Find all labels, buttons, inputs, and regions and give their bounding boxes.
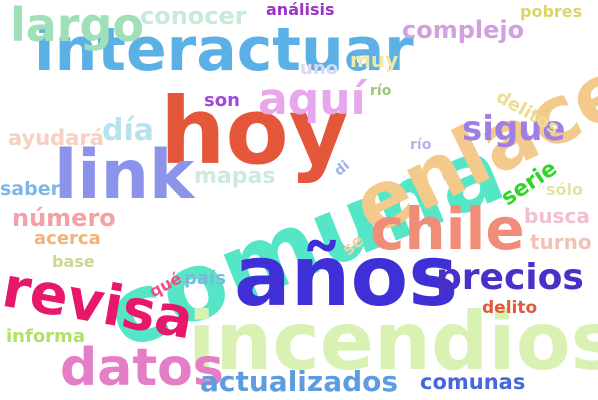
word-turno: turno <box>530 230 592 254</box>
word-busca: busca <box>524 204 590 228</box>
word-largo: largo <box>10 0 145 52</box>
word-anos: años <box>234 227 459 325</box>
word-aqui: aquí <box>258 74 366 125</box>
word-conocer: conocer <box>140 2 247 30</box>
word-comunas: comunas <box>420 370 526 394</box>
word-pais: país <box>184 268 226 289</box>
word-son: son <box>204 90 240 111</box>
word-link: link <box>54 136 195 215</box>
word-mapas: mapas <box>194 164 276 189</box>
word-uno: uno <box>300 58 338 79</box>
word-sigue: sigue <box>462 109 566 149</box>
word-rio: río <box>370 83 392 99</box>
word-saber: saber <box>0 178 60 200</box>
word-informa: informa <box>6 326 85 347</box>
word-incendios: incendios <box>188 295 598 388</box>
word-delito: delito <box>482 298 538 318</box>
word-precios: precios <box>436 257 584 298</box>
word-base: base <box>52 252 95 271</box>
word-interactuar: interactuar <box>34 15 414 85</box>
word-actualizados: actualizados <box>200 365 399 398</box>
word-dia: día <box>102 113 155 148</box>
word-chile: chile <box>370 195 525 263</box>
word-datos: datos <box>60 338 224 398</box>
word-complejo: complejo <box>402 16 525 44</box>
word-acerca: acerca <box>34 228 101 249</box>
word-hoy: hoy <box>160 78 349 185</box>
word-rio-2: río <box>410 137 432 153</box>
word-numero: número <box>12 204 116 232</box>
word-ayudara: ayudará <box>8 126 104 150</box>
word-pobres: pobres <box>520 2 583 21</box>
word-analisis: análisis <box>266 0 335 19</box>
word-muy: muy <box>350 48 399 72</box>
word-solo: sólo <box>546 180 583 199</box>
